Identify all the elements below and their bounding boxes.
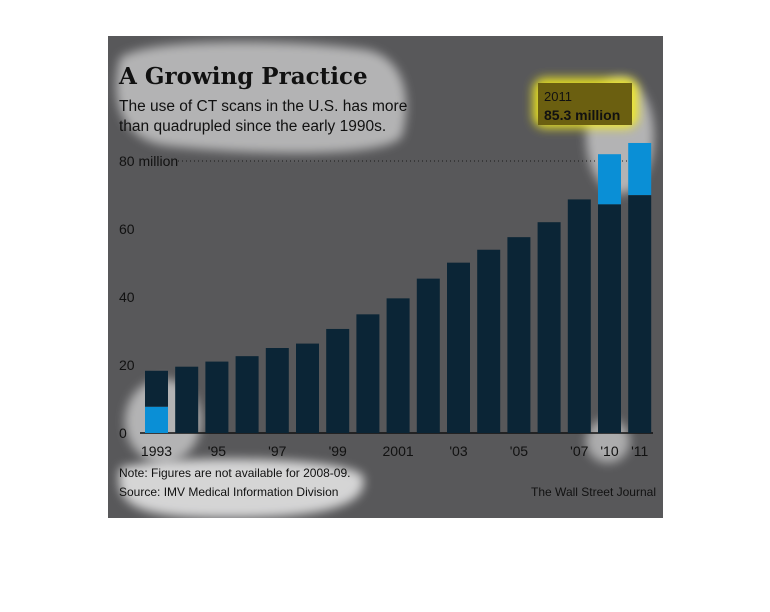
bar-2001: [386, 298, 410, 433]
publisher-credit: The Wall Street Journal: [531, 485, 656, 499]
ct-scans-bar-chart: 2011 85.3 million A Growing Practice The…: [116, 41, 656, 518]
chart-subtitle-line-1: The use of CT scans in the U.S. has more: [119, 98, 407, 115]
bar-1999: [326, 328, 350, 433]
y-tick-label: 20: [119, 357, 135, 373]
bar-2000: [356, 314, 380, 433]
callout-value: 85.3 million: [544, 107, 620, 123]
bar-2011-highlight: [628, 142, 652, 196]
bar-2004: [477, 249, 501, 433]
y-tick-label: 40: [119, 289, 135, 305]
bar-2003: [447, 262, 470, 433]
chart-title: A Growing Practice: [118, 63, 368, 90]
note-highlight-glow: [118, 458, 364, 518]
bar-2006: [537, 222, 561, 433]
y-tick-label: 60: [119, 221, 135, 237]
bar-1994: [175, 366, 199, 433]
x-tick-label: 1993: [141, 443, 172, 459]
source-note: Source: IMV Medical Information Division: [119, 485, 338, 499]
y-tick-label: 0: [119, 425, 127, 441]
y-tick-label: 80 million: [119, 153, 178, 169]
bar-2002: [416, 278, 440, 433]
bar-1998: [296, 343, 319, 433]
x-tick-label: 2001: [383, 443, 414, 459]
bar-1996: [235, 356, 259, 433]
x-tick-label: '11: [631, 443, 648, 459]
chart-subtitle-line-2: than quadrupled since the early 1990s.: [119, 118, 386, 135]
x-tick-label: '10: [600, 443, 618, 459]
footnote: Note: Figures are not available for 2008…: [119, 466, 350, 480]
x-tick-label: '95: [208, 443, 226, 459]
bar-2010-highlight: [598, 154, 621, 205]
x-tick-label: '05: [510, 443, 528, 459]
bar-1993: [145, 370, 168, 407]
callout-box: [538, 83, 632, 125]
x-tick-label: '07: [570, 443, 588, 459]
x-tick-label: '03: [449, 443, 467, 459]
bars: [145, 142, 652, 433]
callout-year: 2011: [544, 89, 572, 104]
bar-1997: [265, 348, 289, 433]
x-tick-label: '97: [268, 443, 286, 459]
bar-1995: [205, 361, 229, 433]
x-tick-label: '99: [329, 443, 347, 459]
title-highlight-glow: [116, 41, 407, 154]
bar-2011: [628, 195, 652, 433]
bar-2010: [598, 204, 621, 433]
chart-card: 2011 85.3 million A Growing Practice The…: [108, 36, 663, 518]
bar-2005: [507, 237, 531, 433]
x-axis: 1993 '95 '97 '99 2001 '03 '05 '07 '10 '11: [141, 443, 649, 459]
bar-1993-highlight: [145, 406, 168, 433]
bar-2007: [567, 199, 591, 433]
